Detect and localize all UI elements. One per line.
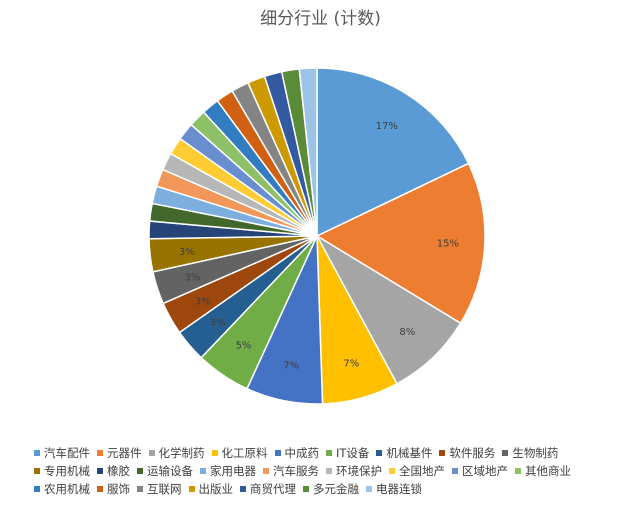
legend-item-5: IT设备	[326, 445, 369, 461]
legend-label: 农用机械	[44, 482, 90, 496]
legend-item-14: 环境保护	[326, 463, 382, 479]
legend-label: 环境保护	[336, 464, 382, 478]
legend-label: 运输设备	[147, 464, 193, 478]
chart-title: 细分行业 (计数)	[260, 9, 381, 29]
legend-swatch	[452, 468, 458, 474]
legend-item-11: 运输设备	[137, 463, 193, 479]
legend-swatch	[211, 450, 218, 456]
legend-item-15: 全国地产	[389, 463, 445, 479]
legend-label: 机械基件	[386, 446, 433, 460]
legend-item-20: 互联网	[137, 481, 182, 497]
legend-label: 元器件	[107, 446, 142, 460]
legend-swatch	[439, 450, 446, 456]
legend-swatch	[376, 450, 383, 456]
legend: 汽车配件 元器件 化学制药 化工原料 中成药 IT设备 机械基件 软件服务 生物制药专用机械 橡胶…	[34, 445, 624, 497]
legend-label: 化学制药	[158, 446, 205, 460]
legend-swatch	[97, 486, 103, 492]
legend-item-13: 汽车服务	[263, 463, 319, 479]
legend-label: 电器连锁	[376, 482, 422, 496]
legend-swatch	[240, 486, 246, 492]
legend-label: 多元金融	[313, 482, 359, 496]
legend-item-6: 机械基件	[376, 445, 432, 461]
data-label-5: 5%	[236, 341, 252, 352]
pie-chart: 17% 15% 8% 7% 7% 5% 3% 3% 3% 3%	[148, 67, 486, 405]
data-label-1: 15%	[437, 239, 459, 250]
legend-item-2: 化学制药	[148, 445, 205, 461]
legend-label: 生物制药	[512, 446, 559, 460]
legend-swatch	[200, 468, 206, 474]
data-label-3: 7%	[343, 359, 359, 370]
legend-item-21: 出版业	[188, 481, 234, 497]
legend-label: 化工原料	[221, 446, 268, 460]
legend-label: 橡胶	[107, 464, 130, 478]
legend-swatch	[303, 486, 309, 492]
legend-label: 汽车配件	[44, 446, 90, 460]
legend-swatch	[274, 450, 281, 456]
legend-swatch	[137, 468, 143, 474]
data-label-2: 8%	[399, 327, 415, 338]
legend-item-10: 橡胶	[97, 463, 130, 479]
legend-swatch	[188, 486, 195, 492]
legend-swatch	[389, 468, 395, 474]
legend-label: 互联网	[147, 482, 182, 496]
legend-item-9: 专用机械	[34, 463, 90, 479]
legend-swatch	[502, 450, 509, 456]
legend-label: 专用机械	[44, 464, 90, 478]
legend-label: 汽车服务	[273, 464, 319, 478]
legend-item-7: 软件服务	[439, 445, 495, 461]
legend-label: 中成药	[284, 446, 320, 460]
legend-swatch	[34, 486, 40, 492]
legend-label: 全国地产	[399, 464, 445, 478]
legend-label: 软件服务	[449, 446, 496, 460]
legend-label: 家用电器	[210, 464, 256, 478]
legend-label: 服饰	[107, 482, 130, 496]
pie-slice-0	[316, 67, 470, 238]
legend-swatch	[34, 468, 40, 474]
data-label-9: 3%	[179, 247, 195, 258]
legend-label: 其他商业	[525, 464, 571, 478]
legend-swatch	[97, 450, 103, 456]
data-label-0: 17%	[376, 121, 398, 132]
legend-swatch	[97, 468, 103, 474]
legend-label: IT设备	[336, 446, 370, 460]
legend-item-18: 农用机械	[34, 481, 90, 497]
data-label-7: 3%	[195, 296, 211, 307]
legend-item-24: 电器连锁	[366, 481, 422, 497]
legend-item-3: 化工原料	[211, 445, 268, 461]
legend-label: 区域地产	[462, 464, 508, 478]
data-label-6: 3%	[210, 318, 226, 329]
legend-swatch	[148, 450, 155, 456]
pie-slice-24	[298, 67, 318, 237]
legend-swatch	[263, 468, 269, 474]
legend-item-22: 商贸代理	[240, 481, 296, 497]
legend-item-4: 中成药	[274, 445, 320, 461]
data-label-4: 7%	[283, 361, 299, 372]
legend-item-12: 家用电器	[200, 463, 256, 479]
legend-item-16: 区域地产	[452, 463, 508, 479]
data-label-8: 3%	[184, 273, 200, 284]
legend-swatch	[515, 468, 521, 474]
legend-swatch	[326, 468, 332, 474]
legend-item-8: 生物制药	[502, 445, 558, 461]
legend-swatch	[366, 486, 372, 492]
legend-label: 商贸代理	[250, 482, 296, 496]
legend-swatch	[137, 486, 143, 492]
legend-item-17: 其他商业	[515, 463, 571, 479]
legend-item-0: 汽车配件	[34, 445, 90, 461]
legend-swatch	[326, 450, 332, 456]
legend-swatch	[34, 450, 40, 456]
legend-item-23: 多元金融	[303, 481, 359, 497]
legend-item-19: 服饰	[97, 481, 130, 497]
legend-label: 出版业	[198, 482, 234, 496]
legend-item-1: 元器件	[97, 445, 142, 461]
pie-slice-2	[315, 233, 462, 385]
pie-slice-1	[315, 162, 486, 325]
